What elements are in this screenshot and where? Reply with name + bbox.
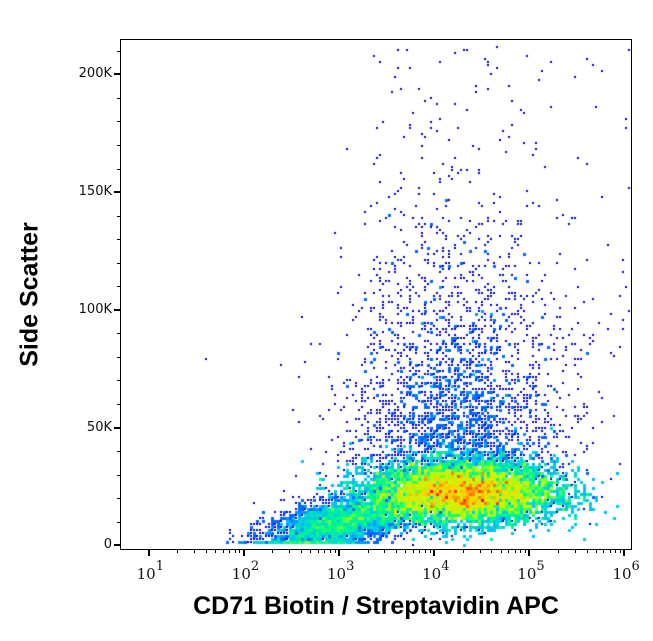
x-minor-tick: [595, 550, 597, 553]
x-minor-tick: [239, 550, 241, 553]
y-minor-tick: [117, 50, 120, 52]
x-minor-tick: [520, 550, 522, 553]
y-minor-tick: [117, 521, 120, 523]
y-minor-tick: [117, 498, 120, 500]
x-tick-label: 103: [326, 559, 355, 583]
x-minor-tick: [272, 550, 274, 553]
x-minor-tick: [222, 550, 224, 553]
x-tick-label: 106: [612, 559, 640, 583]
y-minor-tick: [117, 121, 120, 123]
x-minor-tick: [229, 550, 231, 553]
x-minor-tick: [384, 550, 386, 553]
x-minor-tick: [429, 550, 431, 553]
x-axis-title: CD71 Biotin / Streptavidin APC: [193, 592, 559, 620]
y-minor-tick: [117, 286, 120, 288]
x-minor-tick: [301, 550, 303, 553]
x-minor-tick: [620, 550, 622, 553]
x-minor-tick: [396, 550, 398, 553]
x-major-tick: [623, 550, 626, 556]
y-major-tick: [114, 544, 120, 547]
plot-area-frame: [120, 39, 632, 550]
x-minor-tick: [514, 550, 516, 553]
x-minor-tick: [215, 550, 217, 553]
x-minor-tick: [615, 550, 617, 553]
y-major-tick: [114, 73, 120, 76]
y-axis-title: Side Scatter: [15, 222, 44, 367]
x-minor-tick: [194, 550, 196, 553]
y-major-tick: [114, 308, 120, 311]
x-minor-tick: [557, 550, 559, 553]
x-minor-tick: [500, 550, 502, 553]
y-tick-label: 100K: [78, 301, 112, 317]
x-tick-label: 102: [231, 559, 260, 583]
y-tick-label: 200K: [78, 66, 112, 82]
x-minor-tick: [205, 550, 207, 553]
x-minor-tick: [329, 550, 331, 553]
x-major-tick: [242, 550, 245, 556]
x-minor-tick: [324, 550, 326, 553]
x-minor-tick: [419, 550, 421, 553]
x-minor-tick: [603, 550, 605, 553]
y-minor-tick: [117, 262, 120, 264]
x-tick-label: 104: [422, 559, 450, 583]
x-major-tick: [147, 550, 150, 556]
x-minor-tick: [491, 550, 493, 553]
y-tick-label: 50K: [86, 419, 112, 435]
y-major-tick: [114, 426, 120, 429]
x-minor-tick: [479, 550, 481, 553]
y-minor-tick: [117, 215, 120, 217]
y-minor-tick: [117, 333, 120, 335]
y-minor-tick: [117, 168, 120, 170]
y-minor-tick: [117, 144, 120, 146]
density-scatter-plot: [121, 40, 631, 549]
x-minor-tick: [367, 550, 369, 553]
y-tick-label: 0: [103, 537, 112, 553]
x-major-tick: [433, 550, 436, 556]
x-minor-tick: [524, 550, 526, 553]
y-minor-tick: [117, 451, 120, 453]
x-minor-tick: [508, 550, 510, 553]
y-major-tick: [114, 191, 120, 194]
x-minor-tick: [424, 550, 426, 553]
x-minor-tick: [289, 550, 291, 553]
y-minor-tick: [117, 474, 120, 476]
y-minor-tick: [117, 380, 120, 382]
y-tick-label: 150K: [78, 184, 112, 200]
x-minor-tick: [586, 550, 588, 553]
x-tick-label: 105: [517, 559, 545, 583]
x-minor-tick: [462, 550, 464, 553]
x-minor-tick: [310, 550, 312, 553]
x-major-tick: [528, 550, 531, 556]
x-minor-tick: [413, 550, 415, 553]
y-minor-tick: [117, 239, 120, 241]
x-tick-label: 101: [136, 559, 165, 583]
x-minor-tick: [334, 550, 336, 553]
x-major-tick: [337, 550, 340, 556]
x-minor-tick: [234, 550, 236, 553]
y-minor-tick: [117, 356, 120, 358]
y-minor-tick: [117, 97, 120, 99]
x-minor-tick: [177, 550, 179, 553]
y-minor-tick: [117, 404, 120, 405]
x-minor-tick: [574, 550, 576, 553]
x-minor-tick: [609, 550, 611, 553]
x-minor-tick: [317, 550, 319, 553]
x-minor-tick: [405, 550, 407, 553]
